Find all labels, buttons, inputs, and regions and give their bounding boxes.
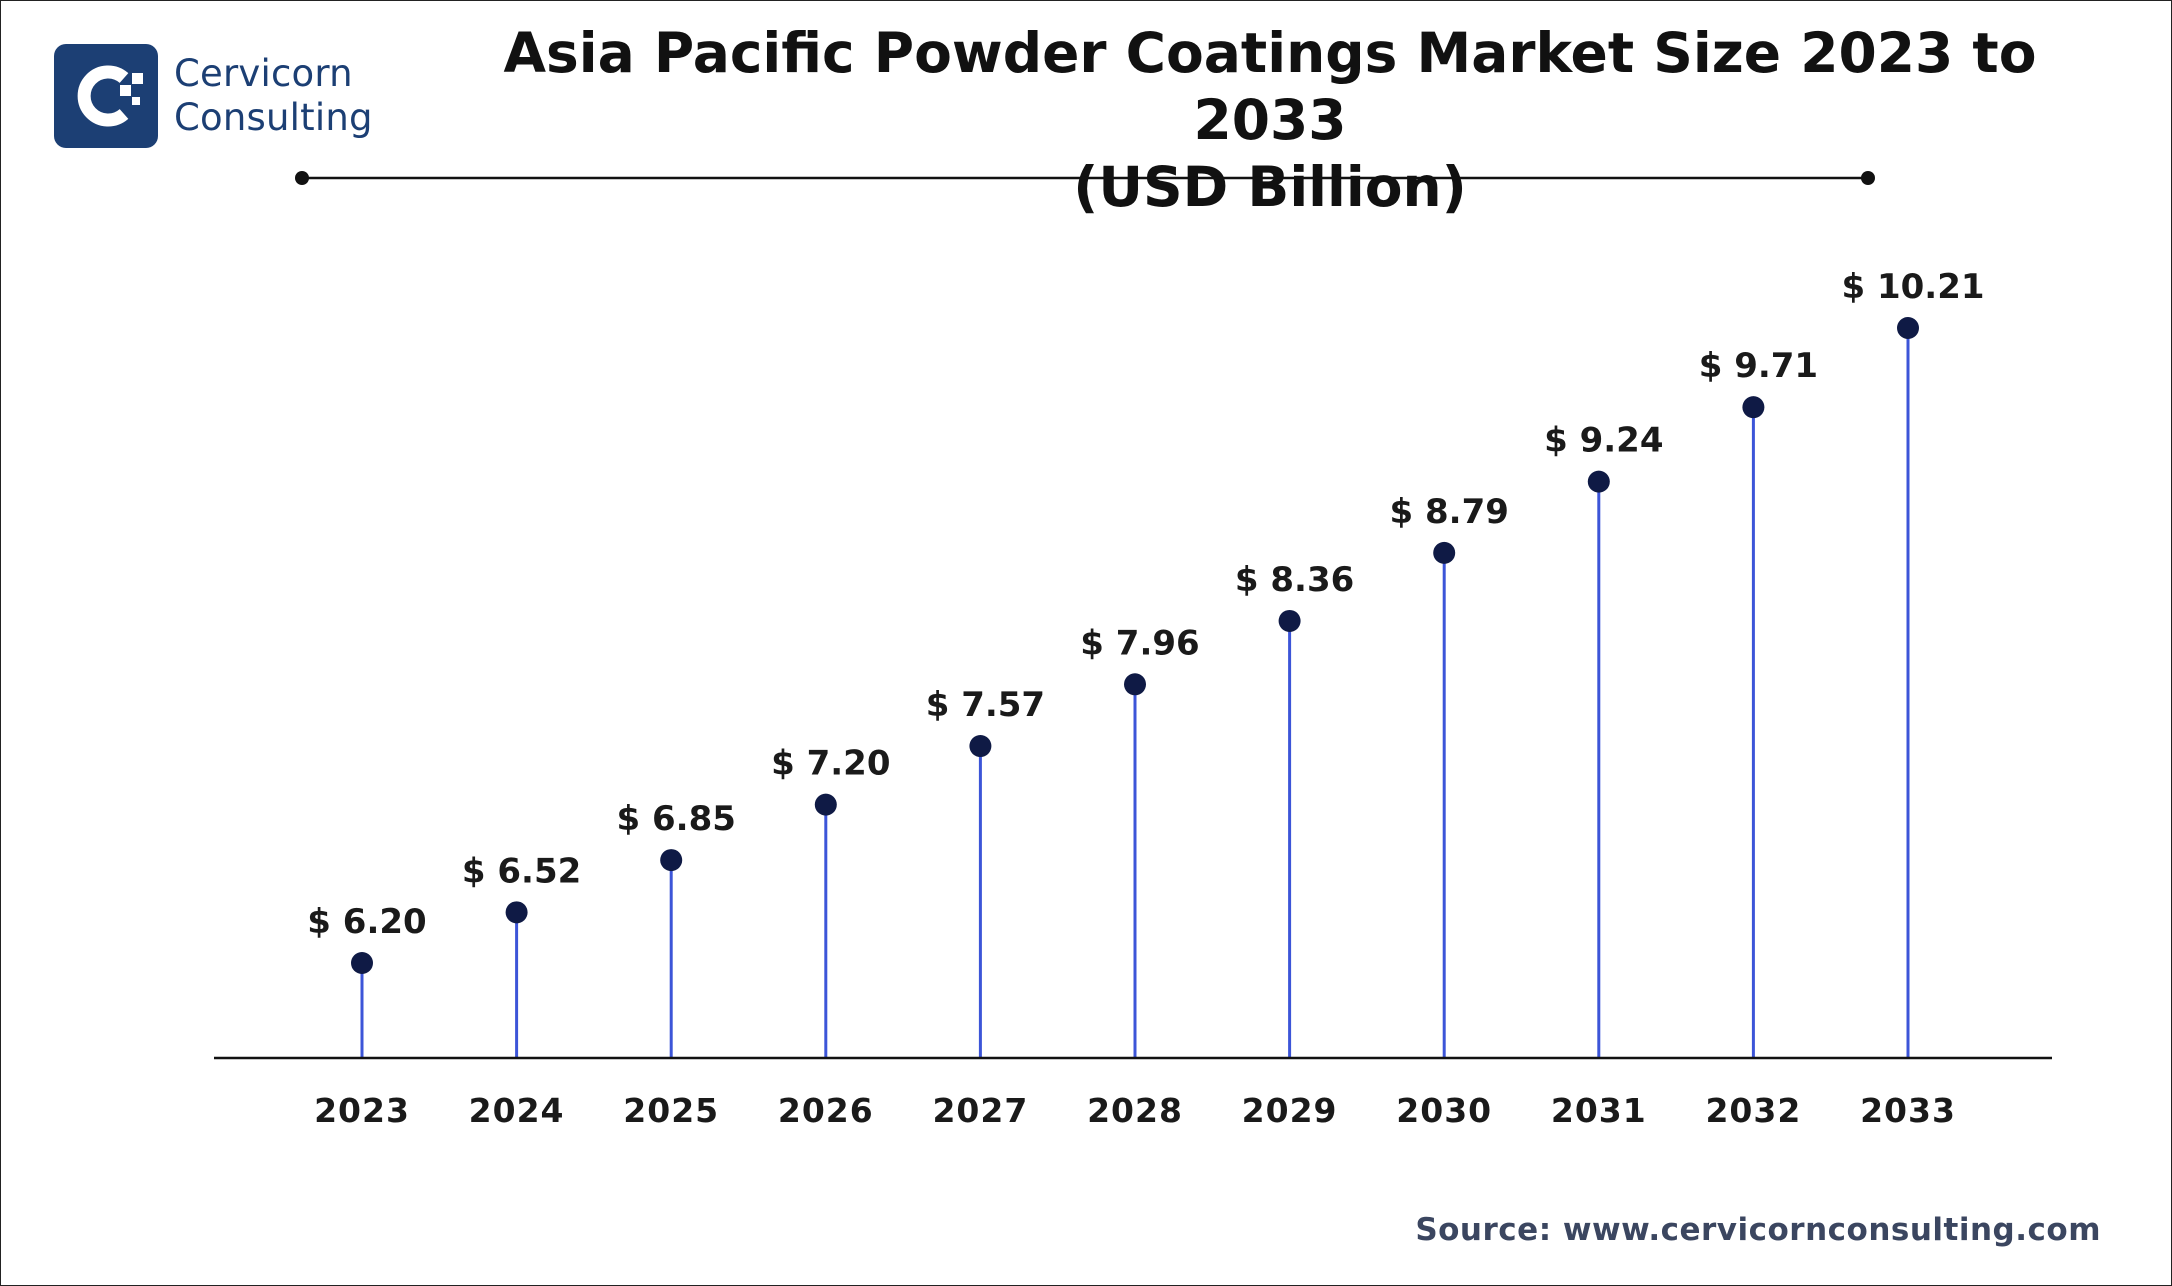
cervicorn-logo-icon — [54, 44, 158, 148]
data-point — [351, 952, 373, 974]
data-label: $ 6.85 — [617, 799, 736, 839]
data-point — [1587, 470, 1610, 493]
chart-stems — [360, 328, 1910, 1058]
title-divider — [295, 171, 1875, 185]
data-point — [1433, 541, 1456, 564]
brand-name-line2: Consulting — [174, 96, 373, 139]
data-label: $ 9.24 — [1544, 421, 1663, 461]
brand-name-line1: Cervicorn — [174, 52, 353, 95]
data-label: $ 10.21 — [1841, 267, 1984, 307]
data-point — [969, 735, 992, 758]
x-tick-label: 2024 — [469, 1091, 565, 1130]
divider-endpoint — [295, 171, 309, 185]
x-tick-label: 2030 — [1396, 1091, 1492, 1130]
chart-title: Asia Pacific Powder Coatings Market Size… — [420, 20, 2120, 221]
x-tick-label: 2025 — [623, 1091, 719, 1130]
x-tick-label: 2028 — [1087, 1091, 1183, 1130]
x-tick-label: 2026 — [778, 1091, 874, 1130]
x-tick-label: 2033 — [1860, 1091, 1956, 1130]
x-tick-label: 2023 — [314, 1091, 410, 1130]
data-point — [1897, 317, 1919, 339]
x-tick-labels: 2023 2024 2025 2026 2027 2028 2029 2030 2031 2032… — [314, 1091, 1956, 1130]
x-tick-label: 2031 — [1551, 1091, 1647, 1130]
chart-title-line2: (USD Billion) — [1073, 155, 1467, 219]
chart-markers — [351, 317, 1919, 974]
data-label: $ 8.79 — [1390, 492, 1509, 532]
data-point — [505, 901, 528, 924]
data-point — [1124, 673, 1146, 696]
data-label: $ 7.20 — [771, 744, 890, 784]
divider-endpoint — [1861, 171, 1875, 185]
data-label: $ 6.52 — [462, 851, 581, 891]
data-label: $ 8.36 — [1235, 560, 1354, 600]
data-point — [814, 793, 837, 816]
chart-title-line1: Asia Pacific Powder Coatings Market Size… — [503, 21, 2037, 152]
data-point — [660, 849, 683, 872]
x-tick-label: 2032 — [1705, 1091, 1801, 1130]
source-note: Source: www.cervicornconsulting.com — [1415, 1212, 2101, 1248]
brand-logo: Cervicorn Consulting — [54, 44, 373, 148]
data-label: $ 7.57 — [926, 685, 1045, 725]
data-label: $ 9.71 — [1699, 346, 1818, 386]
x-tick-label: 2029 — [1242, 1091, 1338, 1130]
data-point — [1278, 609, 1301, 632]
brand-name: Cervicorn Consulting — [174, 52, 373, 140]
data-point — [1742, 396, 1765, 419]
data-label: $ 7.96 — [1080, 623, 1199, 663]
data-labels: $ 6.20 $ 6.52 $ 6.85 $ 7.20 $ 7.57 $ 7.96 $ 8.… — [307, 267, 1984, 942]
x-tick-label: 2027 — [932, 1091, 1028, 1130]
data-label: $ 6.20 — [307, 902, 426, 942]
